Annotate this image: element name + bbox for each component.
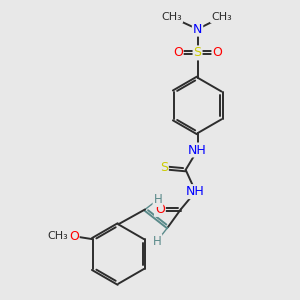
Text: H: H [154, 193, 162, 206]
Text: NH: NH [188, 143, 207, 157]
Text: NH: NH [186, 185, 205, 198]
Text: H: H [153, 235, 161, 248]
Text: O: O [69, 230, 79, 243]
Text: N: N [193, 22, 202, 36]
Text: O: O [155, 203, 165, 216]
Text: O: O [173, 46, 183, 59]
Text: CH₃: CH₃ [211, 12, 232, 22]
Text: CH₃: CH₃ [47, 231, 68, 241]
Text: CH₃: CH₃ [161, 12, 182, 22]
Text: O: O [212, 46, 222, 59]
Text: S: S [160, 161, 168, 174]
Text: S: S [194, 46, 202, 59]
